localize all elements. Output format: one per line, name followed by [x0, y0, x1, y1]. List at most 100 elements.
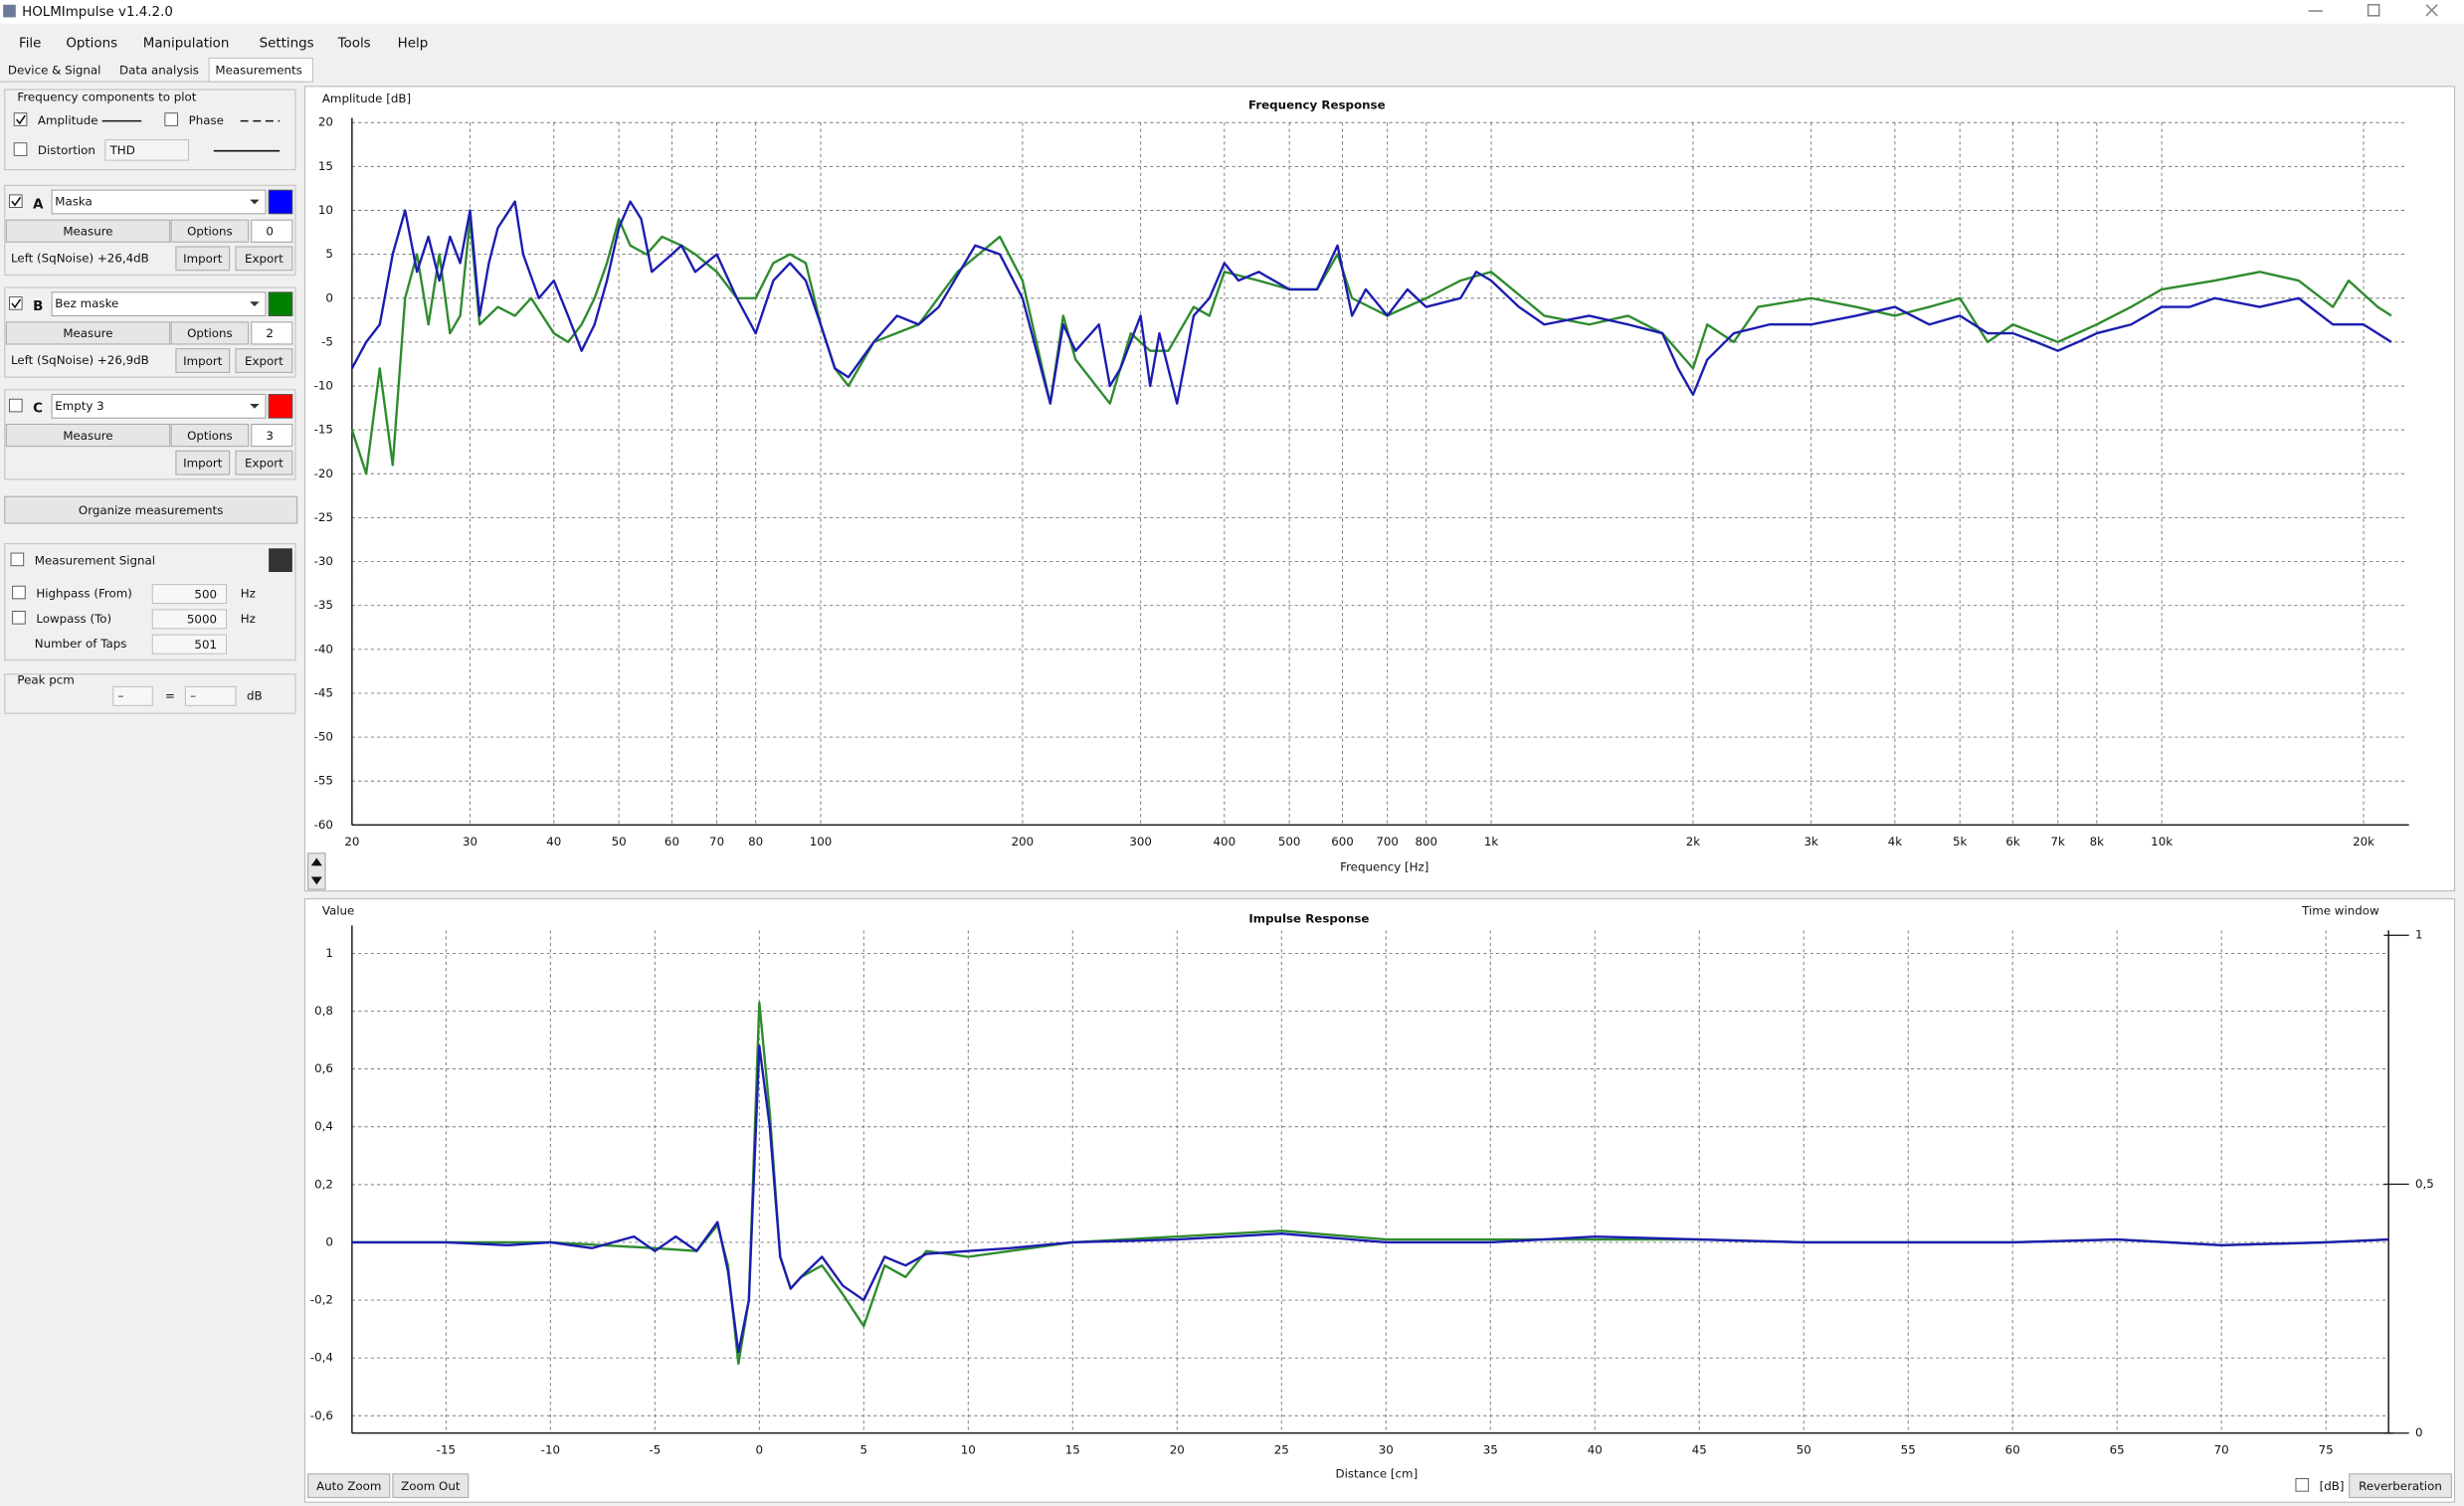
- export-button-label: Export: [245, 354, 284, 368]
- x-tick-label: 200: [1012, 835, 1035, 848]
- measure-button[interactable]: [5, 219, 171, 243]
- index-spinner[interactable]: [251, 321, 293, 345]
- highpass-input-value: 500: [194, 587, 217, 601]
- measurement-letter: A: [33, 197, 44, 212]
- splitter-widget[interactable]: [307, 852, 326, 890]
- y-tick-label: -25: [314, 510, 333, 524]
- close[interactable]: [2425, 4, 2438, 17]
- peak-group: [4, 673, 296, 714]
- x-tick-label: 800: [1415, 835, 1437, 848]
- taps-input-value: 501: [194, 638, 217, 652]
- x-tick-label: 50: [1797, 1443, 1811, 1457]
- combo-arrow: [250, 199, 260, 205]
- options-button-label: Options: [187, 225, 233, 239]
- import-button[interactable]: [175, 348, 231, 373]
- x-tick-label: 700: [1376, 835, 1399, 848]
- measure-button[interactable]: [5, 423, 171, 448]
- distortion-label: Distortion: [38, 143, 95, 157]
- measurement-check[interactable]: [9, 296, 23, 310]
- lowpass-check[interactable]: [12, 611, 26, 625]
- export-button[interactable]: [235, 246, 293, 272]
- measurement-combo[interactable]: [51, 394, 267, 419]
- app-icon: [3, 4, 16, 18]
- y-tick-label: -60: [314, 818, 333, 832]
- index-value: 0: [266, 225, 274, 239]
- export-button[interactable]: [235, 450, 293, 475]
- series-line: [351, 1044, 2389, 1354]
- x-tick-label: -10: [541, 1443, 560, 1457]
- import-button[interactable]: [175, 246, 231, 272]
- chart-title: Impulse Response: [1248, 912, 1369, 926]
- highpass-label: Highpass (From): [36, 587, 132, 601]
- options-button[interactable]: [170, 321, 250, 345]
- y-tick-label: 10: [318, 203, 333, 217]
- y2-axis-label: Time window: [2301, 904, 2379, 918]
- chart-title: Frequency Response: [1248, 97, 1386, 111]
- measurement-group: [4, 286, 296, 378]
- options-button[interactable]: [170, 219, 250, 243]
- components-title: Frequency components to plot: [17, 90, 196, 103]
- x-tick-label: -5: [649, 1443, 661, 1457]
- measurement-color[interactable]: [268, 291, 293, 316]
- restore[interactable]: [2367, 3, 2380, 17]
- import-button-label: Import: [183, 252, 223, 266]
- db-label: [dB]: [2320, 1479, 2345, 1493]
- phase-label: Phase: [189, 113, 224, 127]
- highpass-check[interactable]: [12, 585, 26, 600]
- signal-color[interactable]: [269, 548, 292, 573]
- x-tick-label: 5: [860, 1443, 868, 1457]
- menu-item: Help: [398, 36, 429, 51]
- reverberation-button[interactable]: [2349, 1473, 2452, 1499]
- y-tick-label: 0,2: [314, 1177, 333, 1191]
- x-axis-label: Distance [cm]: [1335, 1466, 1418, 1480]
- x-tick-label: 10k: [2151, 835, 2173, 848]
- distortion-combo[interactable]: [104, 139, 190, 161]
- peak-left-value: –: [117, 688, 123, 702]
- measurement-name: Maska: [55, 194, 93, 208]
- peak-right: [184, 685, 237, 706]
- index-spinner[interactable]: [251, 424, 293, 448]
- series-line: [350, 218, 2392, 475]
- x-axis-label: Frequency [Hz]: [1340, 860, 1428, 874]
- title-bar: [0, 0, 2464, 24]
- taps-input[interactable]: [151, 634, 227, 655]
- tab: Measurements: [215, 64, 301, 78]
- organize-button[interactable]: [4, 495, 298, 524]
- x-tick-label: 60: [2005, 1443, 2020, 1457]
- y-tick-label: -45: [314, 685, 333, 699]
- amplitude-check[interactable]: [13, 112, 28, 126]
- measurement-combo[interactable]: [51, 291, 267, 316]
- y-tick-label: -10: [314, 379, 333, 393]
- y-tick-label: -0,6: [310, 1409, 333, 1422]
- import-button[interactable]: [175, 450, 231, 475]
- tab: Data analysis: [119, 64, 199, 78]
- options-button[interactable]: [170, 423, 250, 448]
- y-axis-label: Value: [322, 904, 354, 918]
- measurement-color[interactable]: [268, 189, 293, 215]
- phase-check[interactable]: [164, 112, 178, 126]
- menu-item: Settings: [260, 36, 314, 51]
- signal-group: [4, 542, 296, 661]
- measurement-check[interactable]: [9, 398, 23, 413]
- measurement-combo[interactable]: [51, 189, 267, 215]
- zoom-out-button[interactable]: [392, 1473, 470, 1499]
- y-tick-label: 0: [325, 1234, 333, 1248]
- x-tick-label: 25: [1274, 1443, 1289, 1457]
- highpass-input[interactable]: [151, 584, 227, 605]
- index-spinner[interactable]: [251, 219, 293, 243]
- peak-left: [112, 685, 153, 706]
- x-tick-label: 1k: [1484, 835, 1499, 848]
- y-tick-label: 0,4: [314, 1119, 333, 1133]
- db-check[interactable]: [2295, 1478, 2310, 1492]
- measurement-check[interactable]: [9, 194, 23, 208]
- distortion-check[interactable]: [13, 142, 28, 156]
- x-tick-label: 65: [2110, 1443, 2125, 1457]
- y-tick-label: -50: [314, 730, 333, 744]
- auto-zoom-button[interactable]: [307, 1473, 391, 1499]
- lowpass-input[interactable]: [151, 609, 227, 630]
- export-button[interactable]: [235, 348, 293, 373]
- index-value: 3: [266, 429, 274, 443]
- measurement-color[interactable]: [268, 394, 293, 419]
- measure-button[interactable]: [5, 321, 171, 345]
- signal-check[interactable]: [10, 552, 25, 567]
